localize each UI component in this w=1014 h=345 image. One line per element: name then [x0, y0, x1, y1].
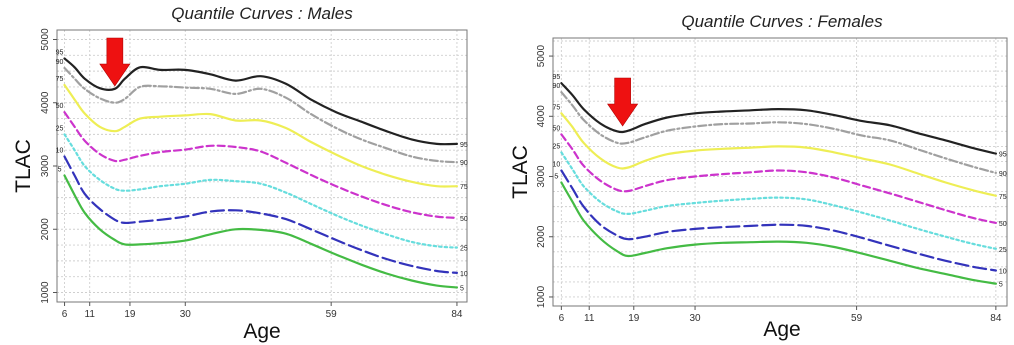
series-label-left: 10 — [56, 148, 64, 155]
y-tick-label: 2000 — [40, 218, 51, 241]
females-y-axis-label: TLAC — [509, 145, 532, 199]
series-label-right: 5 — [999, 282, 1003, 289]
x-tick-label: 19 — [628, 313, 640, 324]
x-tick-label: 59 — [851, 313, 863, 324]
series-label-left: 90 — [552, 83, 560, 90]
series-label-right: 95 — [999, 152, 1007, 159]
series-line-q90 — [63, 66, 458, 164]
females-x-axis-label: Age — [763, 318, 800, 341]
females-quantile-chart: Quantile Curves : Females 1000 2000 3000 400… — [509, 12, 1008, 341]
y-tick-label: 4000 — [40, 91, 51, 114]
y-tick-label: 5000 — [40, 28, 51, 51]
y-tick-label: 5000 — [536, 45, 547, 68]
y-tick-label: 2000 — [536, 225, 547, 248]
series-label-left: 5 — [58, 166, 62, 173]
males-down-arrow-icon — [99, 37, 131, 87]
series-label-left: 50 — [56, 103, 64, 110]
males-quantile-chart: Quantile Curves : Males 1000 2000 3000 4000 5… — [12, 4, 468, 343]
y-tick-label: 3000 — [536, 165, 547, 188]
females-down-arrow-icon — [607, 77, 639, 127]
x-tick-label: 11 — [584, 313, 595, 324]
series-line-q50 — [63, 111, 458, 219]
series-label-right: 75 — [999, 194, 1007, 201]
x-tick-label: 11 — [85, 309, 96, 320]
x-tick-label: 30 — [689, 313, 701, 324]
females-chart-title: Quantile Curves : Females — [681, 12, 883, 31]
series-label-left: 50 — [552, 125, 560, 132]
series-label-left: 5 — [554, 174, 558, 181]
y-tick-label: 1000 — [536, 285, 547, 308]
females-series-group — [560, 82, 997, 285]
series-label-right: 95 — [460, 142, 468, 149]
series-label-left: 25 — [552, 143, 560, 150]
series-line-q50 — [560, 133, 997, 224]
x-tick-label: 6 — [62, 309, 68, 320]
males-y-axis-label: TLAC — [12, 139, 35, 193]
x-tick-label: 19 — [124, 309, 136, 320]
series-label-left: 95 — [56, 49, 64, 56]
series-label-right: 5 — [460, 285, 464, 292]
series-line-q5 — [560, 181, 997, 285]
series-label-right: 50 — [460, 216, 468, 223]
series-line-q25 — [560, 151, 997, 250]
series-label-left: 25 — [56, 125, 64, 132]
males-grid — [57, 30, 467, 302]
x-tick-label: 59 — [326, 309, 338, 320]
y-tick-label: 4000 — [536, 105, 547, 128]
x-tick-label: 84 — [451, 309, 463, 320]
x-tick-label: 84 — [990, 313, 1002, 324]
series-line-q95 — [560, 82, 997, 155]
series-line-q90 — [560, 91, 997, 174]
series-label-left: 95 — [552, 74, 560, 81]
series-label-right: 75 — [460, 184, 468, 191]
series-label-left: 10 — [552, 161, 560, 168]
series-label-right: 50 — [999, 221, 1007, 228]
series-line-q25 — [63, 133, 458, 249]
series-label-left: 75 — [56, 76, 64, 83]
series-line-q10 — [560, 169, 997, 272]
males-series-group — [63, 57, 458, 289]
series-label-right: 25 — [460, 246, 468, 253]
series-label-left: 75 — [552, 104, 560, 111]
series-line-q95 — [63, 57, 458, 146]
y-tick-label: 1000 — [40, 281, 51, 304]
series-label-right: 90 — [460, 160, 468, 167]
series-label-right: 10 — [999, 268, 1007, 275]
series-label-right: 25 — [999, 247, 1007, 254]
females-plot-frame — [552, 37, 1008, 307]
series-label-left: 90 — [56, 59, 64, 66]
series-line-q75 — [560, 112, 997, 197]
series-line-q10 — [63, 155, 458, 274]
y-tick-label: 3000 — [40, 154, 51, 177]
x-tick-label: 6 — [559, 313, 565, 324]
series-label-right: 90 — [999, 171, 1007, 178]
series-line-q75 — [63, 83, 458, 188]
series-line-q5 — [63, 174, 458, 289]
series-label-right: 10 — [460, 271, 468, 278]
males-x-axis-label: Age — [243, 320, 280, 343]
x-tick-label: 30 — [180, 309, 192, 320]
males-chart-title: Quantile Curves : Males — [171, 4, 353, 23]
